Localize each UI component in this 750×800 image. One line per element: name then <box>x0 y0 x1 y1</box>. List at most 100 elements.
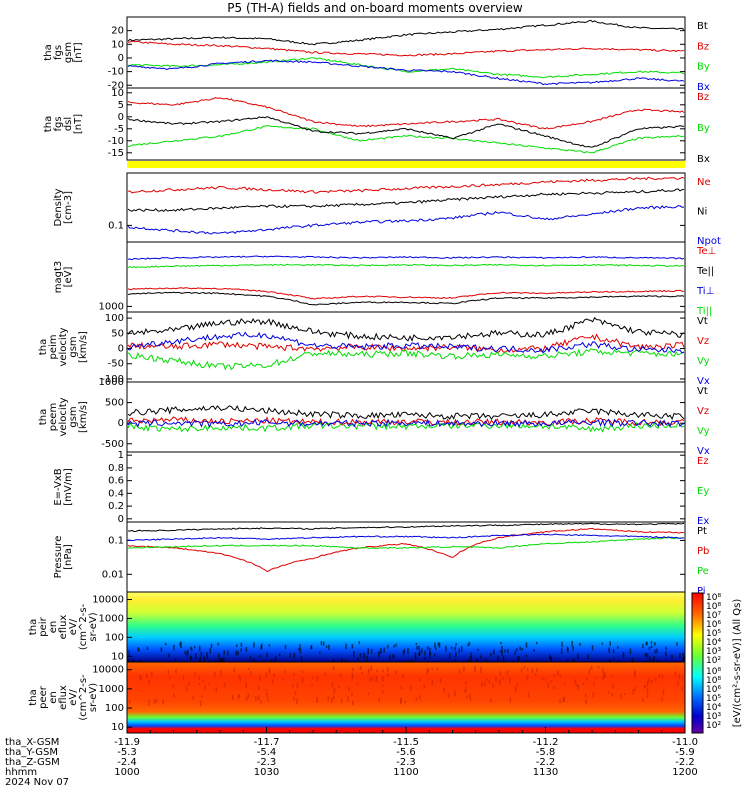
legend-Te||: Te|| <box>696 266 714 277</box>
spectrogram-pixel <box>293 697 295 701</box>
spectrogram-pixel <box>490 652 492 657</box>
legend-Vy: Vy <box>697 426 710 437</box>
spectrogram-pixel <box>255 696 257 702</box>
spectrogram-pixel <box>265 672 267 678</box>
spectrogram-pixel <box>316 700 319 703</box>
spectrogram-pixel <box>458 669 461 674</box>
y-tick-label: 1000 <box>99 377 124 388</box>
spectrogram-pixel <box>574 679 577 683</box>
x-axis-row-label: tha_Y-GSM <box>5 747 58 758</box>
spectrogram-pixel <box>293 652 296 659</box>
spectrogram-pixel <box>661 697 663 702</box>
spectrogram-pixel <box>260 700 262 704</box>
panel-frame <box>126 521 686 593</box>
spectrogram-pixel <box>249 656 252 660</box>
spectrogram-pixel <box>174 658 177 664</box>
spectrogram-pixel <box>560 648 563 655</box>
colorbar: 10⁸10⁸10⁷10⁶10⁵10⁴10³10²10⁸10⁸10⁶10⁵10⁴1… <box>691 592 743 734</box>
colorbar-tick-label: 10⁸ <box>706 676 721 686</box>
spectrogram-pixel <box>646 652 649 659</box>
spectrogram-pixel <box>527 692 530 698</box>
spectrogram-pixel <box>209 648 211 654</box>
legend-Ey: Ey <box>697 486 709 497</box>
y-axis-label: peem <box>48 403 59 431</box>
spectrogram-pixel <box>439 678 442 683</box>
y-axis-label: en <box>48 621 59 634</box>
spectrogram-pixel <box>223 657 225 662</box>
spectrogram-pixel <box>433 653 436 657</box>
y-tick-label: 0 <box>118 514 124 525</box>
spectrogram-pixel <box>268 668 271 672</box>
y-tick-label: -5 <box>114 124 124 135</box>
y-axis-label: eflux <box>58 685 69 710</box>
y-axis-label: dsl <box>63 117 74 131</box>
spectrogram-pixel <box>648 677 650 683</box>
spectrogram-pixel <box>563 696 566 702</box>
spectrogram-pixel <box>223 650 225 655</box>
spectrogram-pixel <box>592 682 595 686</box>
spectrogram-pixel <box>352 667 354 672</box>
colorbar-tick-label: 10⁶ <box>706 685 721 695</box>
spectrogram-pixel <box>431 679 434 685</box>
y-axis-label: [km/s] <box>78 401 89 433</box>
spectrogram-pixel <box>654 649 656 654</box>
spectrogram-pixel <box>316 697 318 702</box>
y-axis-label: gsm <box>68 406 79 427</box>
spectrogram-pixel <box>419 678 421 682</box>
y-axis-label: fgs <box>53 116 64 131</box>
spectrogram-pixel <box>271 679 274 684</box>
spectrogram-pixel <box>577 684 580 690</box>
spectrogram-pixel <box>650 645 653 648</box>
y-axis-label: [km/s] <box>78 331 89 363</box>
spectrogram-pixel <box>447 692 450 699</box>
panel-temperature: magt3 [eV] 1000 Te⊥ Te|| Ti⊥ Ti|| <box>53 241 716 317</box>
spectrogram-pixel <box>434 642 436 648</box>
spectrogram-pixel <box>597 666 600 669</box>
x-axis-row-label: 2024 Nov 07 <box>5 777 69 788</box>
y-axis-label: [nT] <box>73 42 84 62</box>
legend-Vt: Vt <box>697 386 708 397</box>
spectrogram-pixel <box>665 651 667 656</box>
spectrogram-pixel <box>477 648 479 651</box>
legend-Ez: Ez <box>697 456 709 467</box>
x-tick-label: -11.7 <box>254 737 280 748</box>
spectrogram-pixel <box>359 653 362 658</box>
colorbar-tick-label: 10⁵ <box>706 629 721 639</box>
spectrogram-pixel <box>387 673 389 676</box>
x-tick-label: -11.9 <box>114 737 140 748</box>
x-tick-label: -2.3 <box>257 757 277 768</box>
spectrogram-pixel <box>479 655 482 659</box>
spectrogram-pixel <box>273 673 275 678</box>
spectrogram-pixel <box>497 655 499 661</box>
x-tick-label: -11.0 <box>672 737 698 748</box>
spectrogram-pixel <box>455 643 457 646</box>
spectrogram-pixel <box>128 700 131 704</box>
y-tick-label: 0.1 <box>108 535 124 546</box>
spectrogram-pixel <box>227 650 229 656</box>
spectrogram-pixel <box>206 652 208 656</box>
spectrogram-pixel <box>488 679 491 684</box>
spectrogram-pixel <box>392 654 394 659</box>
spectrogram-pixel <box>493 649 495 655</box>
spectrogram-pixel <box>415 697 418 701</box>
y-tick-label: 100 <box>105 703 124 714</box>
spectrogram-pixel <box>679 653 681 658</box>
spectrogram-pixel <box>217 642 219 646</box>
y-tick-label: 10000 <box>92 595 124 606</box>
spectrogram-pixel <box>523 666 526 669</box>
x-tick-label: -2.2 <box>536 757 556 768</box>
spectrogram-pixel <box>322 641 325 646</box>
y-axis-label: tha <box>43 44 54 60</box>
spectrogram-pixel <box>429 652 432 655</box>
spectrogram-pixel <box>419 695 421 700</box>
panel-frame <box>126 241 686 313</box>
spectrogram-pixel <box>421 648 423 654</box>
spectrogram-pixel <box>223 682 226 688</box>
time-axis: -11.9-5.3-2.41000-11.7-5.4-2.31030-11.5-… <box>5 727 698 788</box>
colorbar-tick-label: 10³ <box>706 712 721 722</box>
spectrogram-pixel <box>328 644 330 651</box>
spectrogram-pixel <box>424 657 426 661</box>
series-line-Pe <box>127 537 685 550</box>
spectrogram-pixel <box>617 646 619 649</box>
